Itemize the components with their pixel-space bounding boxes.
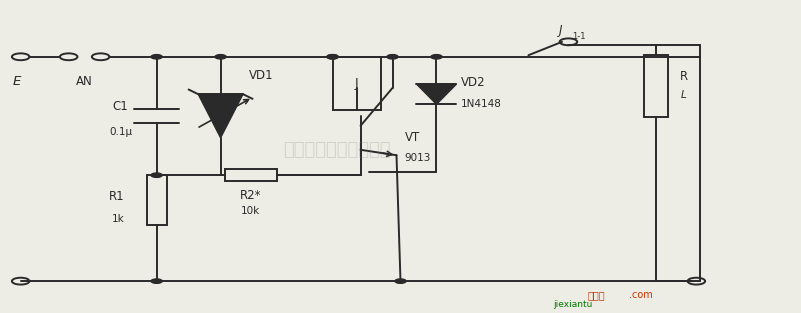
Polygon shape	[198, 94, 243, 138]
Text: 1-1: 1-1	[573, 32, 586, 41]
Circle shape	[395, 279, 406, 283]
Text: VD1: VD1	[248, 69, 273, 82]
Text: E: E	[13, 75, 21, 88]
Text: R1: R1	[109, 190, 125, 203]
Bar	[147, 175, 167, 225]
Bar	[332, 57, 380, 110]
Circle shape	[215, 54, 226, 59]
Circle shape	[151, 279, 163, 283]
Text: 杭州将睿科技有限公司: 杭州将睿科技有限公司	[283, 141, 390, 159]
Circle shape	[151, 173, 163, 177]
Bar	[224, 169, 276, 182]
Text: 9013: 9013	[405, 153, 431, 163]
Text: L: L	[680, 90, 686, 100]
Text: 10k: 10k	[241, 206, 260, 216]
Text: 接线图: 接线图	[588, 290, 606, 300]
Polygon shape	[417, 84, 457, 104]
Text: C1: C1	[113, 100, 128, 113]
Text: J: J	[355, 77, 358, 90]
Text: .com: .com	[629, 290, 652, 300]
Text: AN: AN	[76, 75, 93, 88]
Text: 1N4148: 1N4148	[461, 99, 501, 109]
Circle shape	[151, 54, 163, 59]
Text: 1k: 1k	[112, 214, 125, 224]
Text: J: J	[558, 24, 562, 37]
Text: VD2: VD2	[461, 76, 485, 90]
Text: 0.1μ: 0.1μ	[109, 127, 132, 137]
Circle shape	[387, 54, 398, 59]
Bar	[644, 54, 668, 117]
Text: VT: VT	[405, 131, 420, 144]
Text: R2*: R2*	[239, 188, 261, 202]
Text: R: R	[680, 69, 689, 83]
Circle shape	[327, 54, 338, 59]
Circle shape	[327, 54, 338, 59]
Text: jiexiantu: jiexiantu	[553, 300, 592, 309]
Circle shape	[431, 54, 442, 59]
